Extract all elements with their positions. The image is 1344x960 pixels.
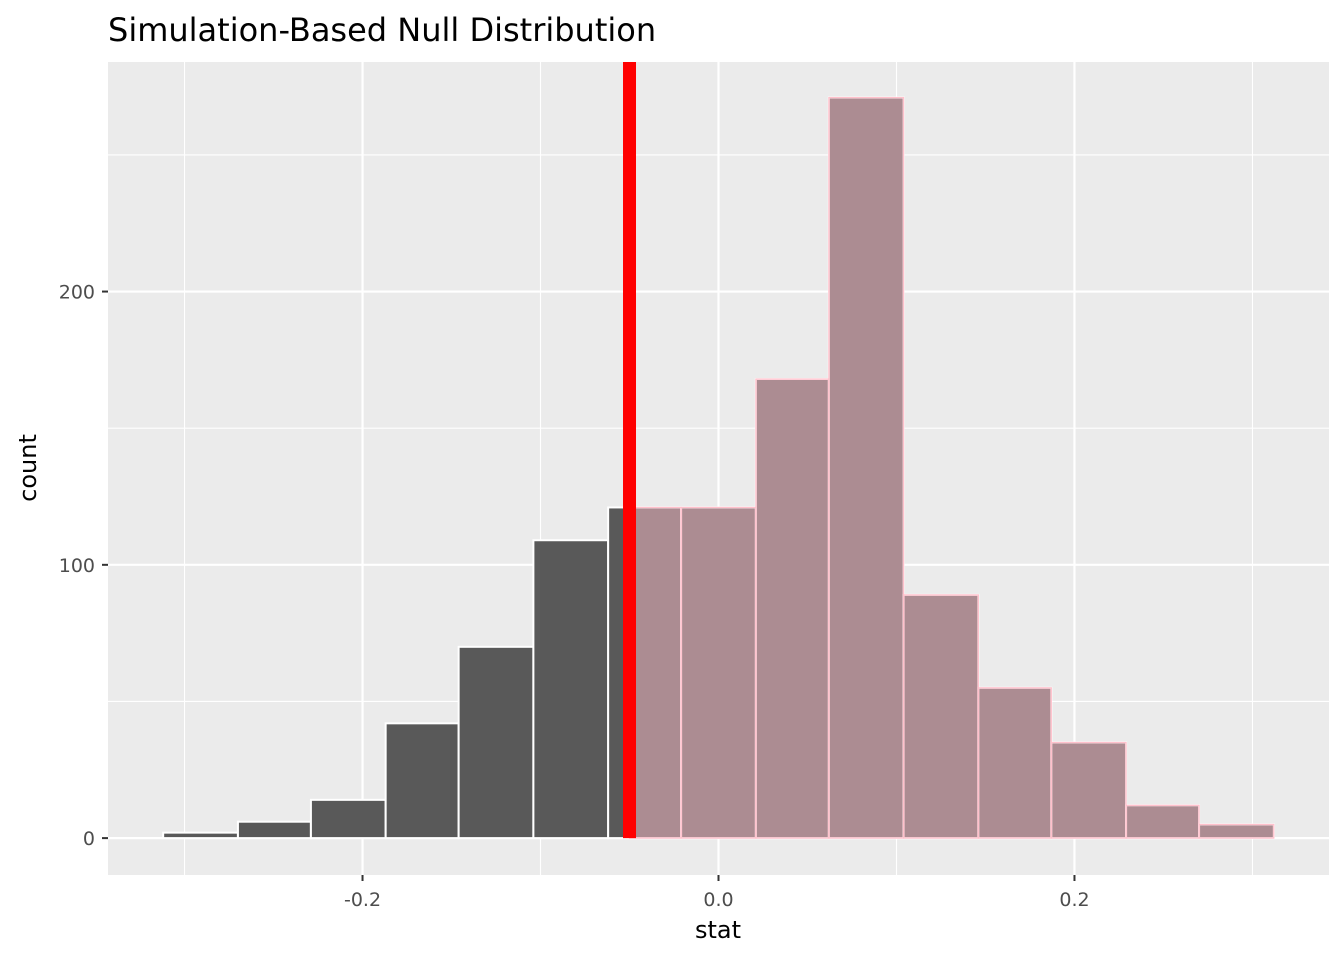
shaded-bar	[1050, 741, 1127, 839]
histogram-bar	[384, 722, 460, 840]
histogram-bar	[457, 645, 535, 840]
histogram-bar	[162, 831, 239, 840]
shaded-bar	[828, 96, 905, 839]
shaded-bar	[903, 594, 979, 839]
shaded-bar	[680, 506, 757, 839]
histogram-bar	[309, 798, 387, 840]
shaded-region	[628, 96, 1275, 839]
x-tick-label: -0.2	[344, 889, 381, 911]
shaded-bar	[628, 506, 682, 839]
shaded-bar	[977, 687, 1052, 839]
shaded-bar	[1198, 823, 1275, 839]
x-tick-label: 0.2	[1059, 889, 1089, 911]
y-tick-label: 0	[83, 828, 95, 850]
histogram-bar	[532, 539, 610, 840]
shaded-bar	[755, 378, 830, 839]
x-axis-title: stat	[695, 916, 741, 944]
y-axis-title: count	[14, 434, 42, 502]
x-axis: -0.2 0.0 0.2	[344, 875, 1090, 911]
shaded-bar	[1125, 804, 1200, 839]
histogram-bar	[236, 820, 312, 840]
chart-title: Simulation-Based Null Distribution	[108, 11, 656, 49]
y-axis: 0 100 200	[59, 282, 108, 850]
y-tick-label: 200	[59, 282, 95, 304]
x-tick-label: 0.0	[703, 889, 733, 911]
y-tick-label: 100	[59, 555, 95, 577]
